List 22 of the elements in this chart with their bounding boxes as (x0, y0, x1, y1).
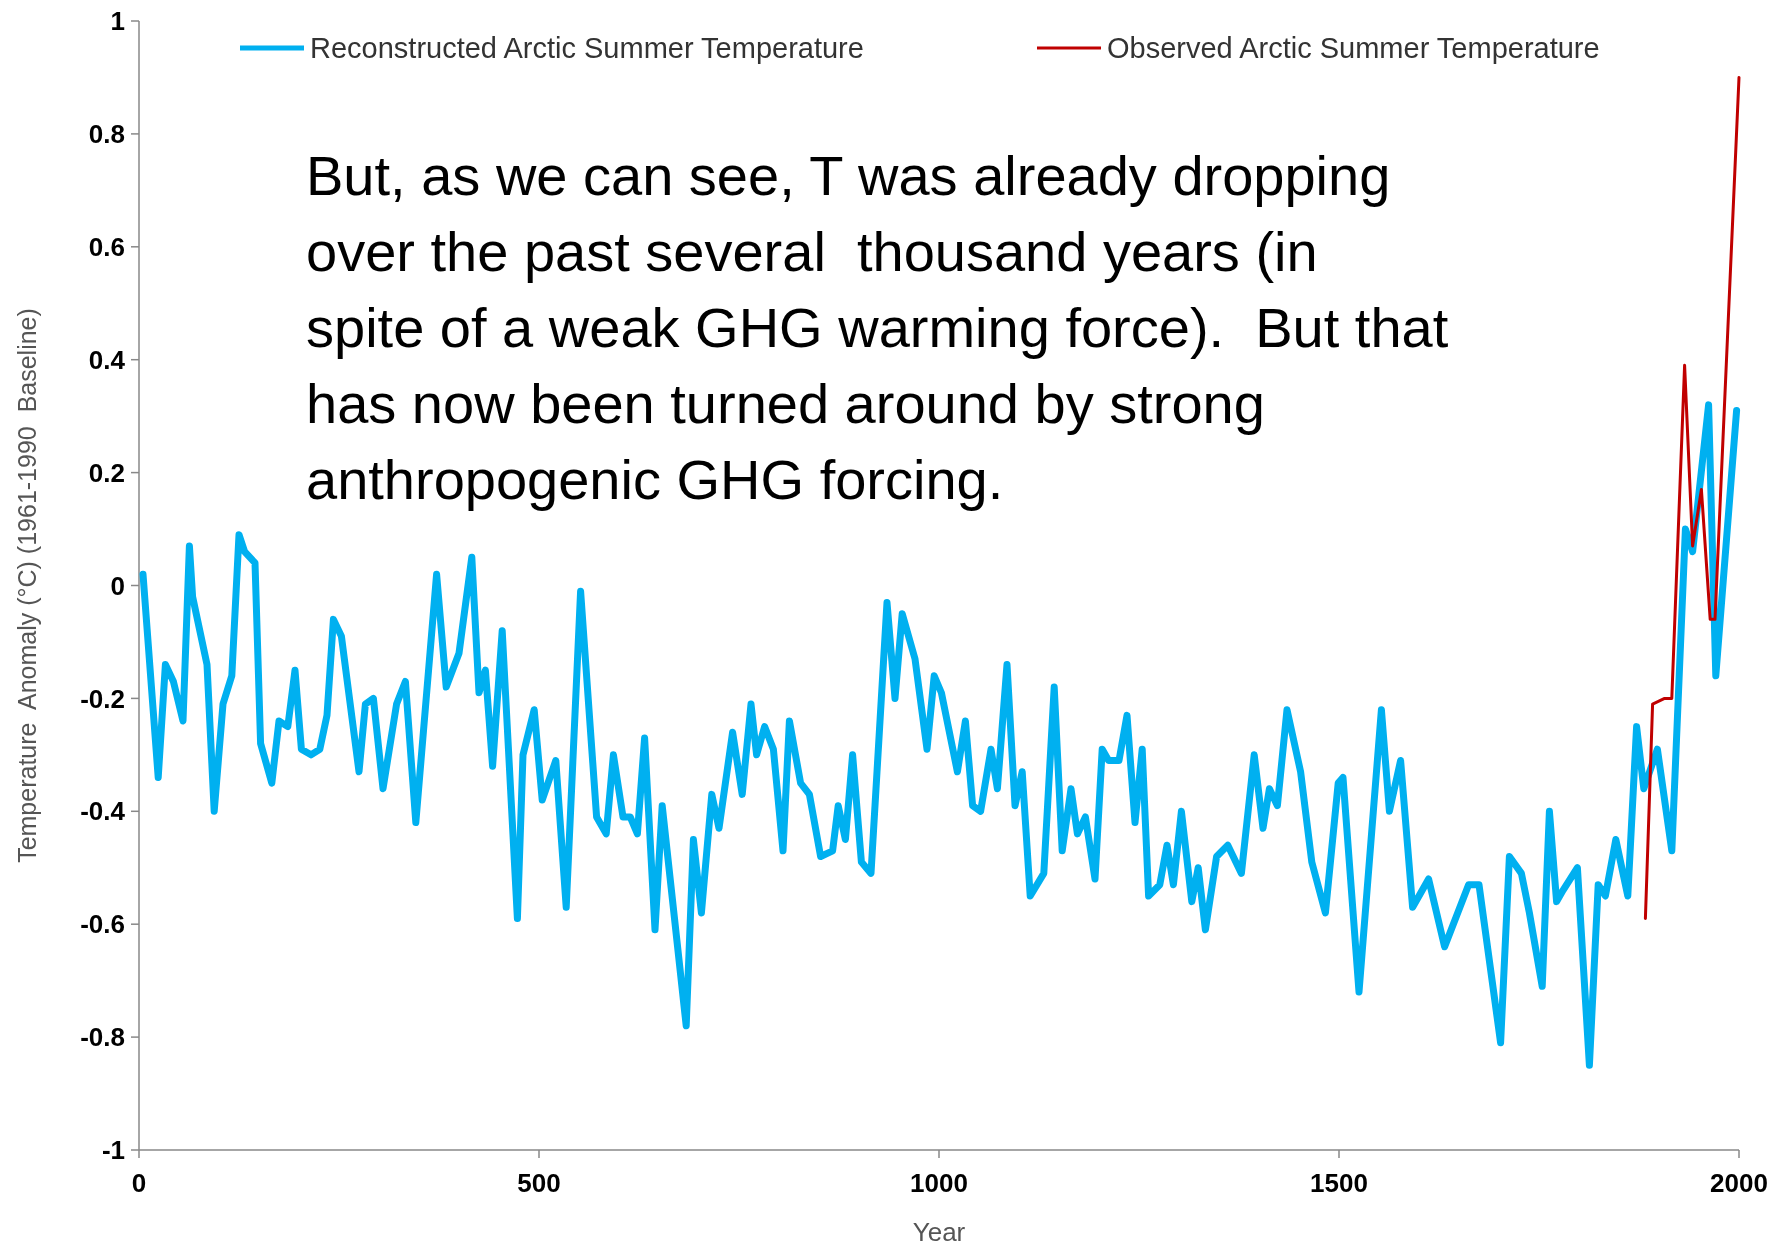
y-tick-label: 0.4 (88, 344, 126, 375)
y-tick-label: -0.8 (80, 1022, 125, 1053)
annotation: But, as we can see, T was already dropping over the past several thousand years (in spite of a weak GHG warming force). But that has now been turned around by strong anthropogenic GHG forcing. (306, 144, 1449, 511)
x-tick-label: 2000 (1710, 1168, 1768, 1198)
x-tick-label: 1500 (1310, 1168, 1368, 1198)
y-tick-label: 1 (110, 6, 125, 37)
y-tick-label: 0.2 (88, 457, 125, 488)
x-axis-title: Year (912, 1217, 966, 1247)
y-tick-label: -1 (101, 1135, 125, 1166)
y-tick-label: -0.4 (80, 796, 126, 827)
x-tick-label: 1000 (910, 1168, 968, 1198)
legend-label: Reconstructed Arctic Summer Temperature (310, 32, 864, 65)
y-axis-title: Temperature Anomaly (°C) (1961-1990 Baseline) (13, 308, 41, 863)
x-tick-label: 500 (517, 1168, 561, 1198)
y-tick-label: 0 (110, 570, 125, 601)
line-series (1643, 75, 1741, 921)
y-tick-label: 0.6 (88, 231, 125, 262)
y-tick-label: 0.8 (88, 119, 125, 149)
y-tick-label: -0.6 (80, 909, 125, 940)
x-tick-label: 0 (131, 1168, 147, 1198)
legend-label: Observed Arctic Summer Temperature (1107, 32, 1600, 65)
y-tick-label: -0.2 (80, 683, 125, 714)
